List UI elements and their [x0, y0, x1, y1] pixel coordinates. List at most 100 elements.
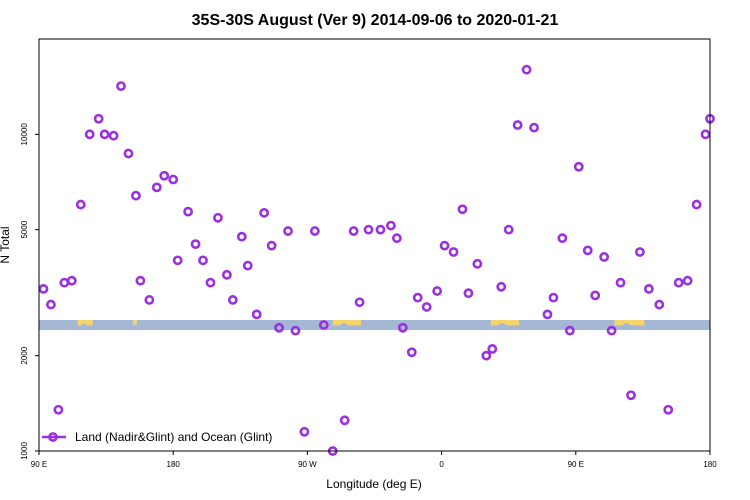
ocean-band [39, 319, 710, 330]
data-point [38, 284, 49, 294]
data-point [599, 252, 610, 262]
data-point [496, 281, 507, 292]
data-point [53, 404, 64, 415]
x-tick-label: 180 [703, 460, 717, 469]
data-point [274, 322, 284, 333]
data-point [654, 299, 665, 310]
data-point [406, 347, 417, 358]
land-patch [614, 319, 645, 326]
data-point [691, 199, 702, 210]
data-point [590, 290, 601, 301]
data-point [251, 309, 262, 320]
data-point [266, 240, 277, 251]
data-point [84, 129, 95, 140]
data-point [421, 302, 432, 312]
chart-title: 35S-30S August (Ver 9) 2014-09-06 to 202… [192, 12, 559, 29]
data-point [116, 81, 126, 92]
data-point [386, 220, 396, 231]
data-point [290, 325, 301, 336]
data-point [564, 325, 575, 336]
data-point [183, 206, 194, 217]
data-point [643, 284, 654, 294]
data-point [606, 325, 617, 336]
data-point [46, 299, 56, 310]
data-point [487, 344, 498, 354]
data-point [259, 207, 270, 218]
data-point [412, 292, 423, 303]
land-relief [81, 323, 86, 326]
land-relief [133, 323, 136, 326]
data-point [299, 426, 310, 437]
data-point [309, 226, 320, 236]
data-point [503, 224, 514, 235]
data-point [198, 255, 208, 266]
data-point [318, 320, 329, 330]
x-tick-label: 0 [439, 460, 444, 469]
data-point [529, 122, 539, 133]
data-point [542, 309, 553, 320]
data-point [151, 182, 162, 193]
data-point [93, 113, 104, 124]
data-point [75, 199, 86, 210]
data-point [123, 148, 134, 159]
data-point [635, 247, 645, 257]
data-point [582, 245, 593, 256]
data-point [99, 129, 110, 140]
data-point [172, 255, 183, 266]
land-patch [332, 319, 362, 326]
x-tick-label: 90 E [31, 460, 47, 469]
land-relief [339, 323, 349, 326]
land-patch [132, 319, 137, 326]
data-point [168, 174, 179, 185]
x-tick-label: 90 E [568, 460, 584, 469]
data-point [348, 226, 359, 236]
data-point [159, 170, 170, 181]
data-point [363, 224, 374, 235]
data-point [144, 295, 155, 305]
data-point [548, 292, 559, 303]
data-point [521, 64, 532, 75]
data-point [339, 415, 350, 426]
data-point [242, 260, 253, 271]
data-point [700, 129, 711, 140]
y-tick-label: 5000 [20, 220, 29, 238]
data-point [663, 404, 674, 415]
plot-frame [38, 38, 711, 452]
x-tick-label: 90 W [298, 460, 317, 469]
data-point [213, 212, 223, 223]
y-tick-label: 1000 [20, 442, 29, 460]
land-relief [622, 323, 631, 326]
data-point [512, 120, 523, 130]
data-point [135, 275, 146, 286]
x-axis-label: Longitude (deg E) [326, 477, 421, 491]
y-axis: 1000 2000 5000 10000 [20, 123, 39, 460]
geography-strip [39, 319, 710, 330]
data-point [457, 204, 468, 215]
data-point [573, 161, 584, 172]
data-point [221, 269, 232, 280]
data-point [463, 288, 474, 299]
data-point [626, 390, 636, 401]
legend: Land (Nadir&Glint) and Ocean (Glint) [42, 430, 272, 444]
land-relief [497, 323, 507, 326]
data-point [448, 247, 459, 257]
land-patch [490, 319, 520, 326]
data-point [391, 233, 402, 244]
data-point [557, 233, 568, 244]
data-point [59, 277, 70, 288]
y-tick-label: 10000 [20, 123, 29, 146]
x-tick-label: 180 [167, 460, 181, 469]
data-point [615, 277, 626, 288]
x-axis: 90 E 180 90 W 0 90 E 180 [31, 451, 717, 469]
legend-marker [48, 432, 58, 442]
data-point [283, 226, 293, 236]
data-point [66, 275, 77, 286]
legend-label: Land (Nadir&Glint) and Ocean (Glint) [75, 430, 272, 444]
data-point [205, 277, 216, 288]
data-point [190, 239, 201, 250]
data-point [682, 275, 693, 286]
data-point [673, 277, 684, 288]
data-point [354, 297, 365, 308]
data-point [236, 231, 247, 242]
